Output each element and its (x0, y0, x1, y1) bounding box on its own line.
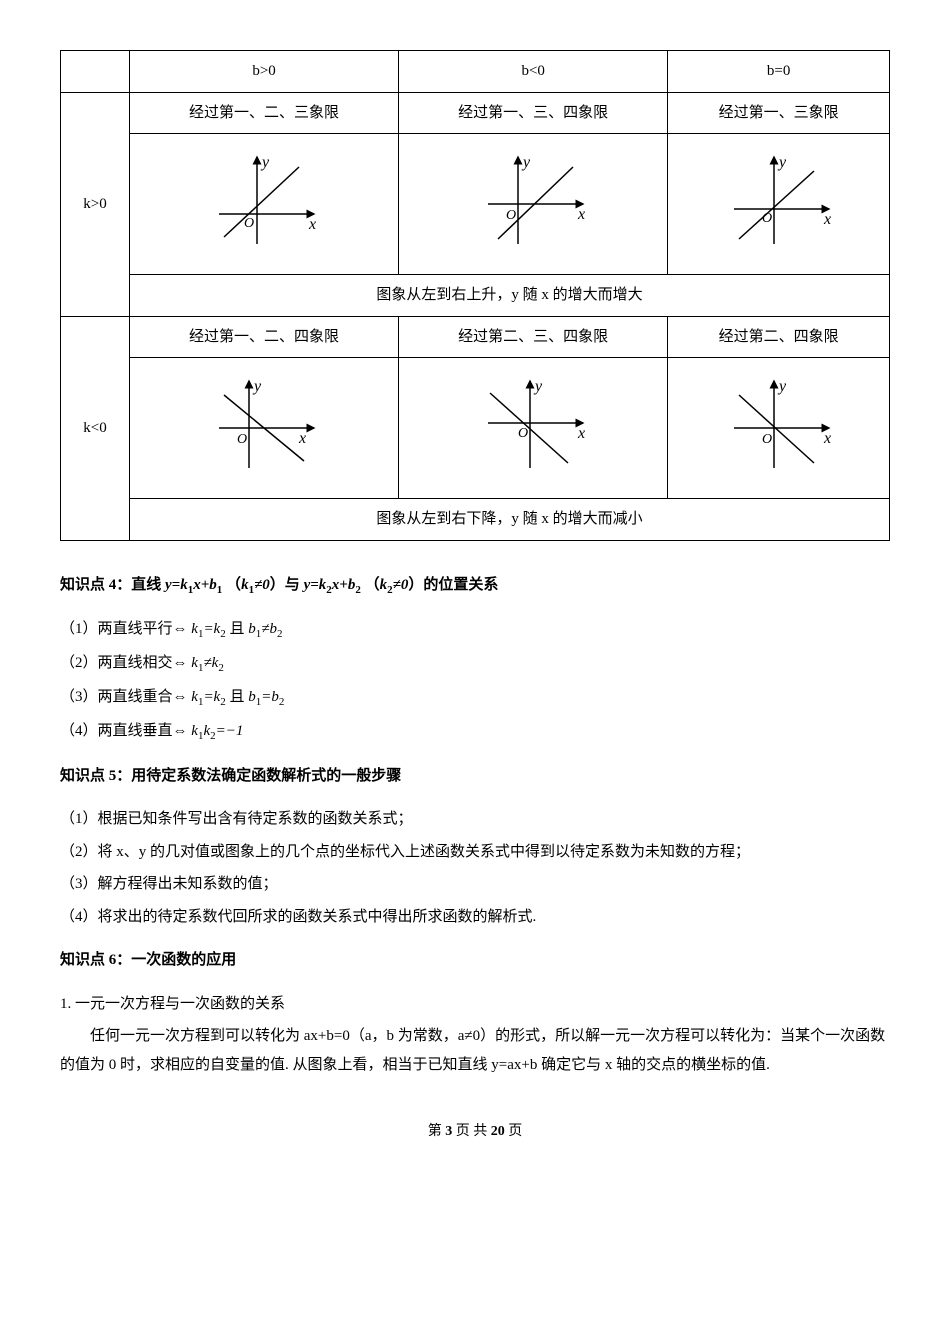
kneg-c3-graph: y x O (668, 358, 890, 499)
kp4-item4: （4）两直线垂直⇔ k1k2=−1 (60, 717, 890, 747)
svg-text:x: x (823, 430, 831, 447)
header-b-neg: b<0 (399, 51, 668, 93)
kp4-item3-text: （3）两直线重合 (60, 689, 173, 705)
kp5-s3: （3）解方程得出未知系数的值； (60, 870, 890, 899)
kneg-c1-quad: 经过第一、二、四象限 (130, 316, 399, 358)
kpos-behavior: 图象从左到右上升，y 随 x 的增大而增大 (130, 275, 890, 317)
kp4-mid1: （ (226, 577, 241, 593)
kp4-item3: （3）两直线重合⇔ k1=k2 且 b1=b2 (60, 683, 890, 713)
kpos-c2-graph: y x O (399, 134, 668, 275)
kp5-s1: （1）根据已知条件写出含有待定系数的函数关系式； (60, 805, 890, 834)
kp4-item1-suffix: 且 (229, 621, 244, 637)
kp4-mid4: ）的位置关系 (408, 577, 498, 593)
kpos-c1-graph: y x O (130, 134, 399, 275)
svg-text:y: y (533, 378, 543, 395)
row-k-neg-label: k<0 (61, 316, 130, 540)
kp6-para: 任何一元一次方程到可以转化为 ax+b=0（a，b 为常数，a≠0）的形式，所以… (60, 1022, 890, 1079)
svg-text:x: x (577, 206, 585, 223)
kpos-c2-quad: 经过第一、三、四象限 (399, 92, 668, 134)
svg-text:y: y (521, 154, 531, 171)
kp4-item2-text: （2）两直线相交 (60, 655, 173, 671)
svg-text:y: y (252, 378, 262, 395)
kp4-item3-suffix: 且 (229, 689, 244, 705)
svg-text:O: O (237, 432, 247, 447)
kp6-sub1: 1. 一元一次方程与一次函数的关系 (60, 990, 890, 1019)
kneg-c2-quad: 经过第二、三、四象限 (399, 316, 668, 358)
footer-suffix: 页 (505, 1124, 523, 1139)
kp4-title: 知识点 4：直线 y=k1x+b1 （k1≠0）与 y=k2x+b2 （k2≠0… (60, 571, 890, 601)
svg-text:y: y (777, 154, 787, 171)
kneg-c1-graph: y x O (130, 358, 399, 499)
header-b-zero: b=0 (668, 51, 890, 93)
kp4-mid3: （ (365, 577, 380, 593)
svg-text:y: y (260, 154, 270, 171)
kneg-c3-quad: 经过第二、四象限 (668, 316, 890, 358)
svg-text:x: x (308, 216, 316, 233)
kp4-item2: （2）两直线相交⇔ k1≠k2 (60, 649, 890, 679)
kp4-item4-text: （4）两直线垂直 (60, 723, 173, 739)
kp5-title: 知识点 5：用待定系数法确定函数解析式的一般步骤 (60, 762, 890, 791)
svg-text:x: x (298, 430, 306, 447)
svg-text:O: O (518, 426, 528, 441)
kp5-s4: （4）将求出的待定系数代回所求的函数关系式中得出所求函数的解析式. (60, 903, 890, 932)
row-k-pos-label: k>0 (61, 92, 130, 316)
svg-text:x: x (823, 211, 831, 228)
page-footer: 第 3 页 共 20 页 (60, 1119, 890, 1146)
svg-text:O: O (762, 432, 772, 447)
kp4-item1-text: （1）两直线平行 (60, 621, 173, 637)
svg-text:y: y (777, 378, 787, 395)
kp4-item1: （1）两直线平行⇔ k1=k2 且 b1≠b2 (60, 615, 890, 645)
kpos-c3-quad: 经过第一、三象限 (668, 92, 890, 134)
footer-prefix: 第 (428, 1124, 446, 1139)
svg-text:O: O (762, 211, 772, 226)
footer-total: 20 (491, 1124, 505, 1139)
header-empty (61, 51, 130, 93)
kp5-s2: （2）将 x、y 的几对值或图象上的几个点的坐标代入上述函数关系式中得到以待定系… (60, 838, 890, 867)
kneg-behavior: 图象从左到右下降，y 随 x 的增大而减小 (130, 499, 890, 541)
svg-text:x: x (577, 425, 585, 442)
svg-text:O: O (244, 216, 254, 231)
kp4-prefix: 知识点 4：直线 (60, 577, 161, 593)
svg-text:O: O (506, 208, 516, 223)
quadrant-table: b>0 b<0 b=0 k>0 经过第一、二、三象限 经过第一、三、四象限 经过… (60, 50, 890, 541)
kp6-title: 知识点 6：一次函数的应用 (60, 946, 890, 975)
kpos-c1-quad: 经过第一、二、三象限 (130, 92, 399, 134)
footer-mid: 页 共 (452, 1124, 491, 1139)
kpos-c3-graph: y x O (668, 134, 890, 275)
header-b-pos: b>0 (130, 51, 399, 93)
kp4-mid2: ）与 (270, 577, 300, 593)
kneg-c2-graph: y x O (399, 358, 668, 499)
